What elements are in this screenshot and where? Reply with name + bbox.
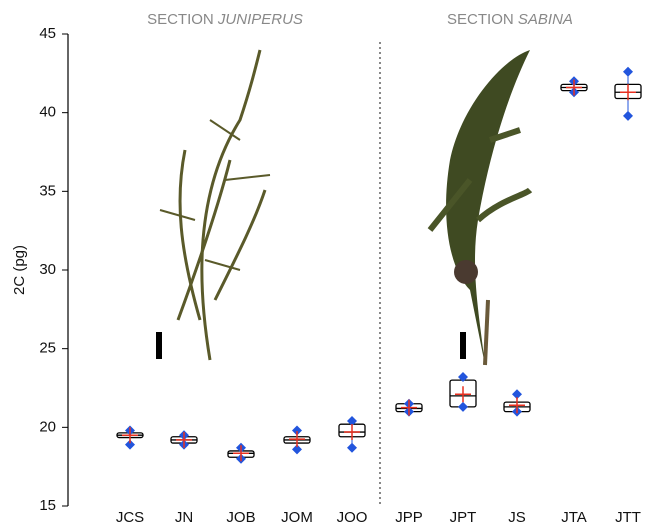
section-title: SECTION SABINA <box>447 11 573 28</box>
y-tick-label: 45 <box>39 25 56 42</box>
x-tick-label: JTT <box>615 509 641 526</box>
sabina-photo <box>430 50 530 365</box>
whisker-end <box>623 111 633 121</box>
mean-marker <box>233 445 249 461</box>
scale-bar <box>460 332 466 359</box>
x-tick-label: JS <box>508 509 526 526</box>
y-tick-label: 30 <box>39 261 56 278</box>
mean-marker <box>401 400 417 416</box>
juniperus-photo <box>160 50 270 360</box>
mean-marker <box>566 79 582 95</box>
y-tick-label: 35 <box>39 182 56 199</box>
scale-bar <box>156 332 162 359</box>
whisker-end <box>623 67 633 77</box>
mean-marker <box>122 427 138 443</box>
x-tick-label: JOB <box>226 509 255 526</box>
y-axis-label: 2C (pg) <box>11 245 28 295</box>
y-tick-label: 25 <box>39 340 56 357</box>
x-tick-label: JN <box>175 509 193 526</box>
y-tick-label: 20 <box>39 418 56 435</box>
whisker-end <box>347 443 357 453</box>
y-tick-label: 15 <box>39 497 56 514</box>
chart: SECTION JUNIPERUS SECTION SABINA 2C (pg)… <box>0 0 649 526</box>
x-tick-label: JPP <box>395 509 423 526</box>
x-tick-label: JPT <box>450 509 477 526</box>
x-tick-label: JOO <box>337 509 368 526</box>
mean-marker <box>289 431 305 447</box>
mean-marker <box>176 432 192 448</box>
y-tick-label: 40 <box>39 104 56 121</box>
x-tick-label: JCS <box>116 509 144 526</box>
x-tick-label: JTA <box>561 509 587 526</box>
section-title: SECTION JUNIPERUS <box>147 11 303 28</box>
x-tick-label: JOM <box>281 509 313 526</box>
